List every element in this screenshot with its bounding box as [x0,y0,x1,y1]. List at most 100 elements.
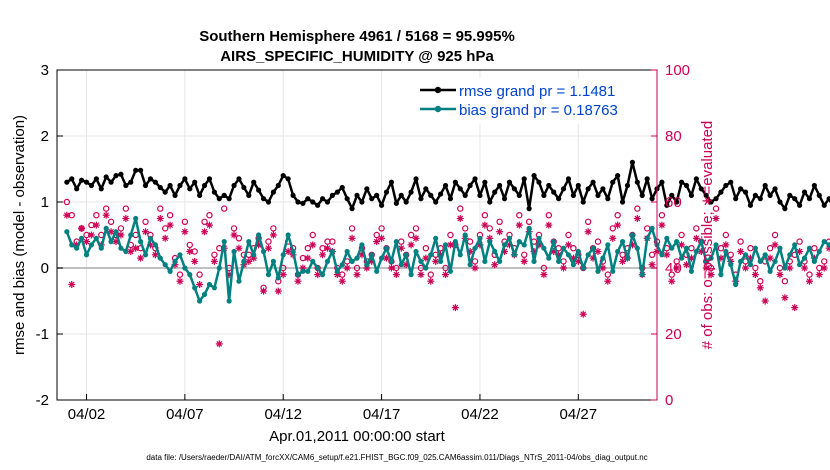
bias-point [246,239,252,245]
obs-evaluated-point [599,264,607,272]
rmse-point [103,174,109,180]
bias-point [162,262,168,268]
bias-point [487,239,493,245]
bias-point [497,258,503,264]
bias-point [767,268,773,274]
bias-point [826,242,830,248]
obs-evaluated-point [235,244,243,252]
bias-point [457,252,463,258]
rmse-point [118,171,124,177]
obs-possible-point [373,231,380,239]
obs-possible-point [752,264,759,272]
obs-evaluated-point [309,241,317,249]
rmse-point [462,192,468,198]
rmse-point [369,196,375,202]
obs-evaluated-point [481,221,489,229]
obs-evaluated-point [496,228,504,236]
bias-point [615,248,621,255]
obs-possible-point [211,251,218,258]
obs-possible-point [471,258,479,265]
obs-possible-point [196,271,203,278]
bias-point [546,255,552,261]
legend: rmse grand pr = 1.1481 bias grand pr = 0… [415,78,650,124]
bias-point [383,245,390,251]
rmse-point [452,179,458,185]
obs-evaluated-point [471,264,479,272]
obs-possible-point [806,271,813,278]
obs-possible-point [737,238,744,245]
rmse-point [344,196,350,202]
obs-evaluated-point [520,257,528,265]
bias-point [167,268,173,274]
rmse-point [211,189,217,195]
bias-point [782,265,788,271]
bias-point [619,239,626,245]
obs-possible-point [717,244,725,252]
rmse-point [428,192,434,198]
rmse-point [147,176,154,182]
obs-possible-point [693,225,700,232]
rmse-point [231,182,237,189]
bias-point [629,232,636,238]
bias-point [98,245,104,251]
obs-possible-point [309,231,316,239]
bias-point [69,242,75,248]
chart-title-line1: Southern Hemisphere 4961 / 5168 = 95.995… [199,28,515,45]
bias-point [344,248,350,255]
y-tick-label-left: -2 [36,392,49,409]
obs-evaluated-point [707,271,715,279]
bias-point [187,272,193,278]
obs-evaluated-point [515,221,523,229]
rmse-point [83,179,90,185]
obs-possible-point [634,205,641,212]
obs-evaluated-point [456,215,464,222]
rmse-point [408,189,414,195]
obs-possible-point [186,241,193,249]
obs-evaluated-point [805,277,813,285]
rmse-point [182,176,188,182]
rmse-point [192,179,198,185]
obs-possible-point [235,235,243,242]
rmse-point [816,192,822,198]
rmse-point [762,182,768,189]
bias-point [413,248,419,255]
rmse-point [177,182,183,189]
bias-point [811,258,817,264]
rmse-point [506,179,513,185]
obs-evaluated-point [407,241,415,249]
rmse-point [619,199,626,205]
obs-possible-point [565,231,572,239]
obs-evaluated-point [201,228,209,236]
bias-point [575,248,581,255]
rmse-point [610,179,616,185]
rmse-point [649,196,655,202]
rmse-point [319,196,326,202]
y-tick-label-right: 0 [665,392,673,409]
obs-evaluated-point [264,244,272,252]
rmse-point [315,202,321,208]
bias-point [742,252,749,258]
obs-possible-point [447,231,454,239]
obs-evaluated-point [545,221,553,229]
obs-evaluated-point [692,234,700,242]
rmse-point [152,179,158,185]
obs-evaluated-point [673,264,681,272]
obs-possible-point [776,264,784,272]
bias-point [649,225,655,231]
obs-possible-point [673,258,680,265]
bias-point [821,239,827,245]
obs-evaluated-point [683,261,691,269]
rmse-point [226,196,232,202]
obs-evaluated-point [260,287,268,295]
bias-point [192,285,198,291]
obs-evaluated-point [102,211,110,219]
rmse-point [138,167,144,173]
obs-evaluated-point [604,277,612,285]
bias-point [270,258,276,264]
obs-possible-point [314,264,321,272]
obs-evaluated-point [294,277,302,285]
rmse-point [246,192,252,198]
rmse-point [241,184,247,191]
bias-point [177,252,183,258]
rmse-point [349,206,355,212]
